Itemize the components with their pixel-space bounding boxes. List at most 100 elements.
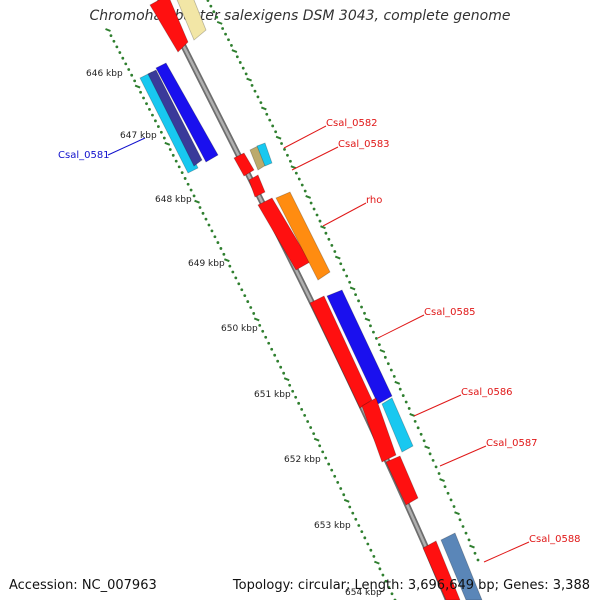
minor-tick [198, 206, 202, 209]
minor-tick [267, 341, 271, 345]
major-tick [223, 258, 230, 263]
minor-tick [390, 592, 394, 596]
minor-tick [476, 558, 480, 562]
minor-tick [401, 394, 405, 397]
minor-tick [354, 293, 357, 297]
major-tick [343, 498, 350, 503]
leader-line [107, 137, 146, 156]
gene-csal-0587 [385, 455, 419, 506]
major-tick [105, 28, 111, 32]
gene-csal-0585-red [309, 295, 373, 409]
gene-rho [275, 191, 331, 281]
minor-tick [273, 353, 277, 357]
minor-tick [274, 130, 278, 134]
gene-features [139, 0, 483, 600]
minor-tick [189, 188, 193, 192]
gene-label-rho: rho [366, 195, 382, 206]
minor-tick [139, 90, 142, 94]
minor-tick [434, 465, 438, 469]
gene-csal-0585 [326, 289, 393, 405]
minor-tick [156, 125, 160, 128]
minor-tick [327, 462, 331, 466]
gene-label-csal-0586: Csal_0586 [461, 387, 513, 398]
minor-tick [303, 189, 307, 193]
minor-tick [124, 62, 128, 66]
minor-tick [286, 153, 289, 157]
gene-red-small-2 [248, 174, 266, 198]
minor-tick [297, 177, 301, 181]
minor-tick [210, 229, 214, 233]
minor-tick [348, 505, 352, 509]
minor-tick [312, 432, 316, 436]
gene-label-csal-0581: Csal_0581 [58, 150, 110, 161]
major-tick [379, 349, 386, 353]
minor-tick [342, 493, 346, 497]
minor-tick [121, 56, 125, 60]
minor-tick [363, 536, 367, 540]
minor-tick [115, 45, 119, 49]
minor-tick [419, 432, 423, 436]
minor-tick [375, 336, 378, 340]
gene-top-pale [176, 0, 207, 41]
minor-tick [112, 39, 116, 43]
minor-tick [280, 142, 283, 145]
minor-tick [253, 89, 257, 93]
minor-tick [461, 525, 465, 528]
major-tick [246, 77, 252, 82]
minor-tick [209, 4, 213, 8]
gene-csal-0581 [155, 62, 219, 163]
minor-tick [250, 83, 254, 87]
topology-summary: Topology: circular; Length: 3,696,649 bp… [232, 578, 590, 593]
minor-tick [206, 0, 210, 2]
minor-tick [177, 165, 181, 169]
minor-tick [148, 107, 151, 111]
kbp-label: 654 kbp [345, 588, 382, 598]
major-tick [394, 380, 401, 385]
kbp-label: 653 kbp [314, 521, 351, 531]
gene-red-lower [361, 397, 397, 463]
minor-tick [234, 276, 238, 280]
minor-tick [354, 517, 358, 521]
minor-tick [324, 456, 328, 460]
leader-line [439, 445, 487, 467]
minor-tick [377, 343, 381, 347]
gene-label-csal-0585: Csal_0585 [424, 307, 476, 318]
minor-tick [291, 389, 295, 393]
gene-red-small-1 [233, 152, 255, 177]
minor-tick [238, 61, 242, 64]
kbp-label: 647 kbp [120, 131, 157, 141]
tick-marks-outer [206, 0, 480, 562]
major-tick [320, 225, 326, 230]
major-tick [454, 511, 460, 516]
minor-tick [363, 311, 366, 315]
minor-tick [221, 27, 225, 30]
label-leaders [107, 125, 530, 563]
minor-tick [384, 579, 388, 583]
major-tick [216, 20, 223, 25]
minor-tick [407, 407, 411, 410]
gene-csal-0581-navy [147, 69, 203, 167]
minor-tick [151, 113, 154, 117]
major-tick [283, 377, 290, 382]
kbp-label: 652 kbp [284, 455, 321, 465]
major-tick [164, 141, 171, 146]
leader-line [413, 394, 462, 417]
genome-backbone [157, 0, 452, 600]
minor-tick [219, 247, 223, 250]
minor-tick [130, 73, 134, 77]
minor-tick [327, 237, 331, 241]
minor-tick [297, 401, 301, 405]
minor-tick [289, 159, 292, 163]
minor-tick [186, 182, 190, 186]
minor-tick [270, 347, 274, 351]
gene-top-red [149, 0, 189, 53]
major-tick [290, 165, 297, 170]
minor-tick [215, 15, 219, 19]
leader-line [483, 541, 530, 563]
leader-line [377, 314, 425, 339]
leader-line [283, 125, 327, 149]
minor-tick [283, 148, 286, 151]
minor-tick [204, 217, 208, 221]
minor-tick [372, 555, 376, 558]
